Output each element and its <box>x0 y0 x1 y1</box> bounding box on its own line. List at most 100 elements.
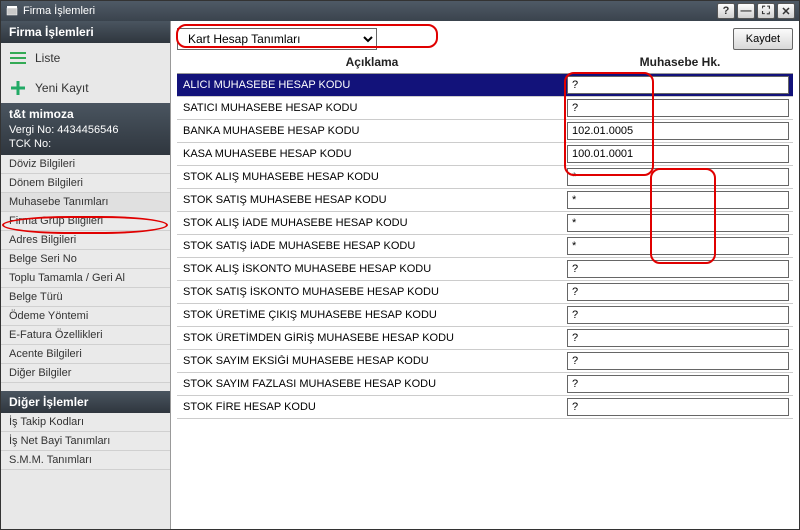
row-desc: STOK SATIŞ İSKONTO MUHASEBE HESAP KODU <box>177 286 567 298</box>
row-value-wrap <box>567 167 793 187</box>
sidebar-item[interactable]: Ödeme Yöntemi <box>1 307 170 326</box>
sidebar-item[interactable]: Belge Seri No <box>1 250 170 269</box>
sidebar-item[interactable]: Acente Bilgileri <box>1 345 170 364</box>
account-input[interactable] <box>567 306 789 324</box>
table-row[interactable]: STOK ÜRETİME ÇIKIŞ MUHASEBE HESAP KODU <box>177 304 793 327</box>
save-button[interactable]: Kaydet <box>733 28 793 50</box>
table-row[interactable]: STOK SAYIM FAZLASI MUHASEBE HESAP KODU <box>177 373 793 396</box>
table-row[interactable]: STOK SATIŞ İSKONTO MUHASEBE HESAP KODU <box>177 281 793 304</box>
company-name: t&t mimoza <box>9 107 162 123</box>
row-value-wrap <box>567 351 793 371</box>
row-desc: BANKA MUHASEBE HESAP KODU <box>177 125 567 137</box>
app-window: Firma İşlemleri ? — ⛶ ✕ Firma İşlemleri … <box>0 0 800 530</box>
account-input[interactable] <box>567 191 789 209</box>
account-input[interactable] <box>567 260 789 278</box>
sidebar-item[interactable]: Muhasebe Tanımları <box>1 193 170 212</box>
table-row[interactable]: STOK FİRE HESAP KODU <box>177 396 793 419</box>
account-input[interactable] <box>567 145 789 163</box>
row-value-wrap <box>567 328 793 348</box>
list-icon <box>9 49 27 67</box>
sidebar-item[interactable]: S.M.M. Tanımları <box>1 451 170 470</box>
row-desc: STOK SAYIM FAZLASI MUHASEBE HESAP KODU <box>177 378 567 390</box>
row-value-wrap <box>567 213 793 233</box>
company-vergi: Vergi No: 4434456546 <box>9 123 162 137</box>
table-row[interactable]: STOK SATIŞ İADE MUHASEBE HESAP KODU <box>177 235 793 258</box>
sidebar-item[interactable]: E-Fatura Özellikleri <box>1 326 170 345</box>
sidebar-yeni-label: Yeni Kayıt <box>35 81 89 95</box>
titlebar: Firma İşlemleri ? — ⛶ ✕ <box>1 1 799 21</box>
row-value-wrap <box>567 190 793 210</box>
sidebar-list-2: İş Takip Kodlarıİş Net Bayi TanımlarıS.M… <box>1 413 170 470</box>
row-value-wrap <box>567 305 793 325</box>
row-value-wrap <box>567 259 793 279</box>
row-desc: STOK ÜRETİMDEN GİRİŞ MUHASEBE HESAP KODU <box>177 332 567 344</box>
sidebar-item[interactable]: Belge Türü <box>1 288 170 307</box>
row-value-wrap <box>567 121 793 141</box>
sidebar-liste-label: Liste <box>35 51 60 65</box>
row-value-wrap <box>567 144 793 164</box>
company-tck: TCK No: <box>9 137 162 151</box>
window-title: Firma İşlemleri <box>23 5 95 17</box>
sidebar-item[interactable]: Toplu Tamamla / Geri Al <box>1 269 170 288</box>
account-input[interactable] <box>567 398 789 416</box>
sidebar-item[interactable]: Döviz Bilgileri <box>1 155 170 174</box>
table-row[interactable]: STOK SATIŞ MUHASEBE HESAP KODU <box>177 189 793 212</box>
dropdown-wrap: Kart Hesap Tanımları <box>177 28 377 50</box>
row-value-wrap <box>567 75 793 95</box>
sidebar-item[interactable]: İş Takip Kodları <box>1 413 170 432</box>
minimize-button[interactable]: — <box>737 3 755 19</box>
row-value-wrap <box>567 397 793 417</box>
account-input[interactable] <box>567 99 789 117</box>
table-row[interactable]: STOK ALIŞ MUHASEBE HESAP KODU <box>177 166 793 189</box>
account-input[interactable] <box>567 375 789 393</box>
account-input[interactable] <box>567 352 789 370</box>
table-row[interactable]: STOK ÜRETİMDEN GİRİŞ MUHASEBE HESAP KODU <box>177 327 793 350</box>
row-value-wrap <box>567 236 793 256</box>
row-desc: STOK SATIŞ İADE MUHASEBE HESAP KODU <box>177 240 567 252</box>
sidebar: Firma İşlemleri Liste Yeni Kayıt t&t mim… <box>1 21 171 529</box>
row-value-wrap <box>567 374 793 394</box>
account-input[interactable] <box>567 168 789 186</box>
account-input[interactable] <box>567 283 789 301</box>
sidebar-company: t&t mimoza Vergi No: 4434456546 TCK No: <box>1 103 170 155</box>
row-desc: STOK SATIŞ MUHASEBE HESAP KODU <box>177 194 567 206</box>
sidebar-item[interactable]: İş Net Bayi Tanımları <box>1 432 170 451</box>
table-row[interactable]: STOK ALIŞ İADE MUHASEBE HESAP KODU <box>177 212 793 235</box>
table-row[interactable]: SATICI MUHASEBE HESAP KODU <box>177 97 793 120</box>
row-desc: STOK FİRE HESAP KODU <box>177 401 567 413</box>
account-input[interactable] <box>567 214 789 232</box>
sidebar-liste[interactable]: Liste <box>1 43 170 73</box>
table-row[interactable]: BANKA MUHASEBE HESAP KODU <box>177 120 793 143</box>
row-desc: SATICI MUHASEBE HESAP KODU <box>177 102 567 114</box>
app-icon <box>5 4 19 18</box>
table-row[interactable]: STOK SAYIM EKSİĞİ MUHASEBE HESAP KODU <box>177 350 793 373</box>
column-headers: Açıklama Muhasebe Hk. <box>177 55 793 73</box>
plus-icon <box>9 79 27 97</box>
account-input[interactable] <box>567 76 789 94</box>
sidebar-list-1: Döviz BilgileriDönem BilgileriMuhasebe T… <box>1 155 170 383</box>
account-input[interactable] <box>567 237 789 255</box>
sidebar-item[interactable]: Adres Bilgileri <box>1 231 170 250</box>
row-value-wrap <box>567 98 793 118</box>
account-input[interactable] <box>567 122 789 140</box>
table-row[interactable]: STOK ALIŞ İSKONTO MUHASEBE HESAP KODU <box>177 258 793 281</box>
sidebar-item[interactable]: Diğer Bilgiler <box>1 364 170 383</box>
table-row[interactable]: KASA MUHASEBE HESAP KODU <box>177 143 793 166</box>
row-desc: STOK ALIŞ İSKONTO MUHASEBE HESAP KODU <box>177 263 567 275</box>
close-button[interactable]: ✕ <box>777 3 795 19</box>
sidebar-yeni-kayit[interactable]: Yeni Kayıt <box>1 73 170 103</box>
sidebar-item[interactable]: Dönem Bilgileri <box>1 174 170 193</box>
row-desc: STOK ÜRETİME ÇIKIŞ MUHASEBE HESAP KODU <box>177 309 567 321</box>
maximize-button[interactable]: ⛶ <box>757 3 775 19</box>
help-button[interactable]: ? <box>717 3 735 19</box>
row-value-wrap <box>567 282 793 302</box>
row-desc: STOK SAYIM EKSİĞİ MUHASEBE HESAP KODU <box>177 355 567 367</box>
sidebar-header-firma: Firma İşlemleri <box>1 21 170 43</box>
table-row[interactable]: ALICI MUHASEBE HESAP KODU <box>177 74 793 97</box>
main-area: Kart Hesap Tanımları Kaydet Açıklama Muh… <box>171 21 799 529</box>
rows-container: ALICI MUHASEBE HESAP KODU SATICI MUHASEBE… <box>177 73 793 419</box>
sidebar-item[interactable]: Firma Grup Bilgileri <box>1 212 170 231</box>
account-input[interactable] <box>567 329 789 347</box>
row-desc: KASA MUHASEBE HESAP KODU <box>177 148 567 160</box>
definition-dropdown[interactable]: Kart Hesap Tanımları <box>177 28 377 50</box>
